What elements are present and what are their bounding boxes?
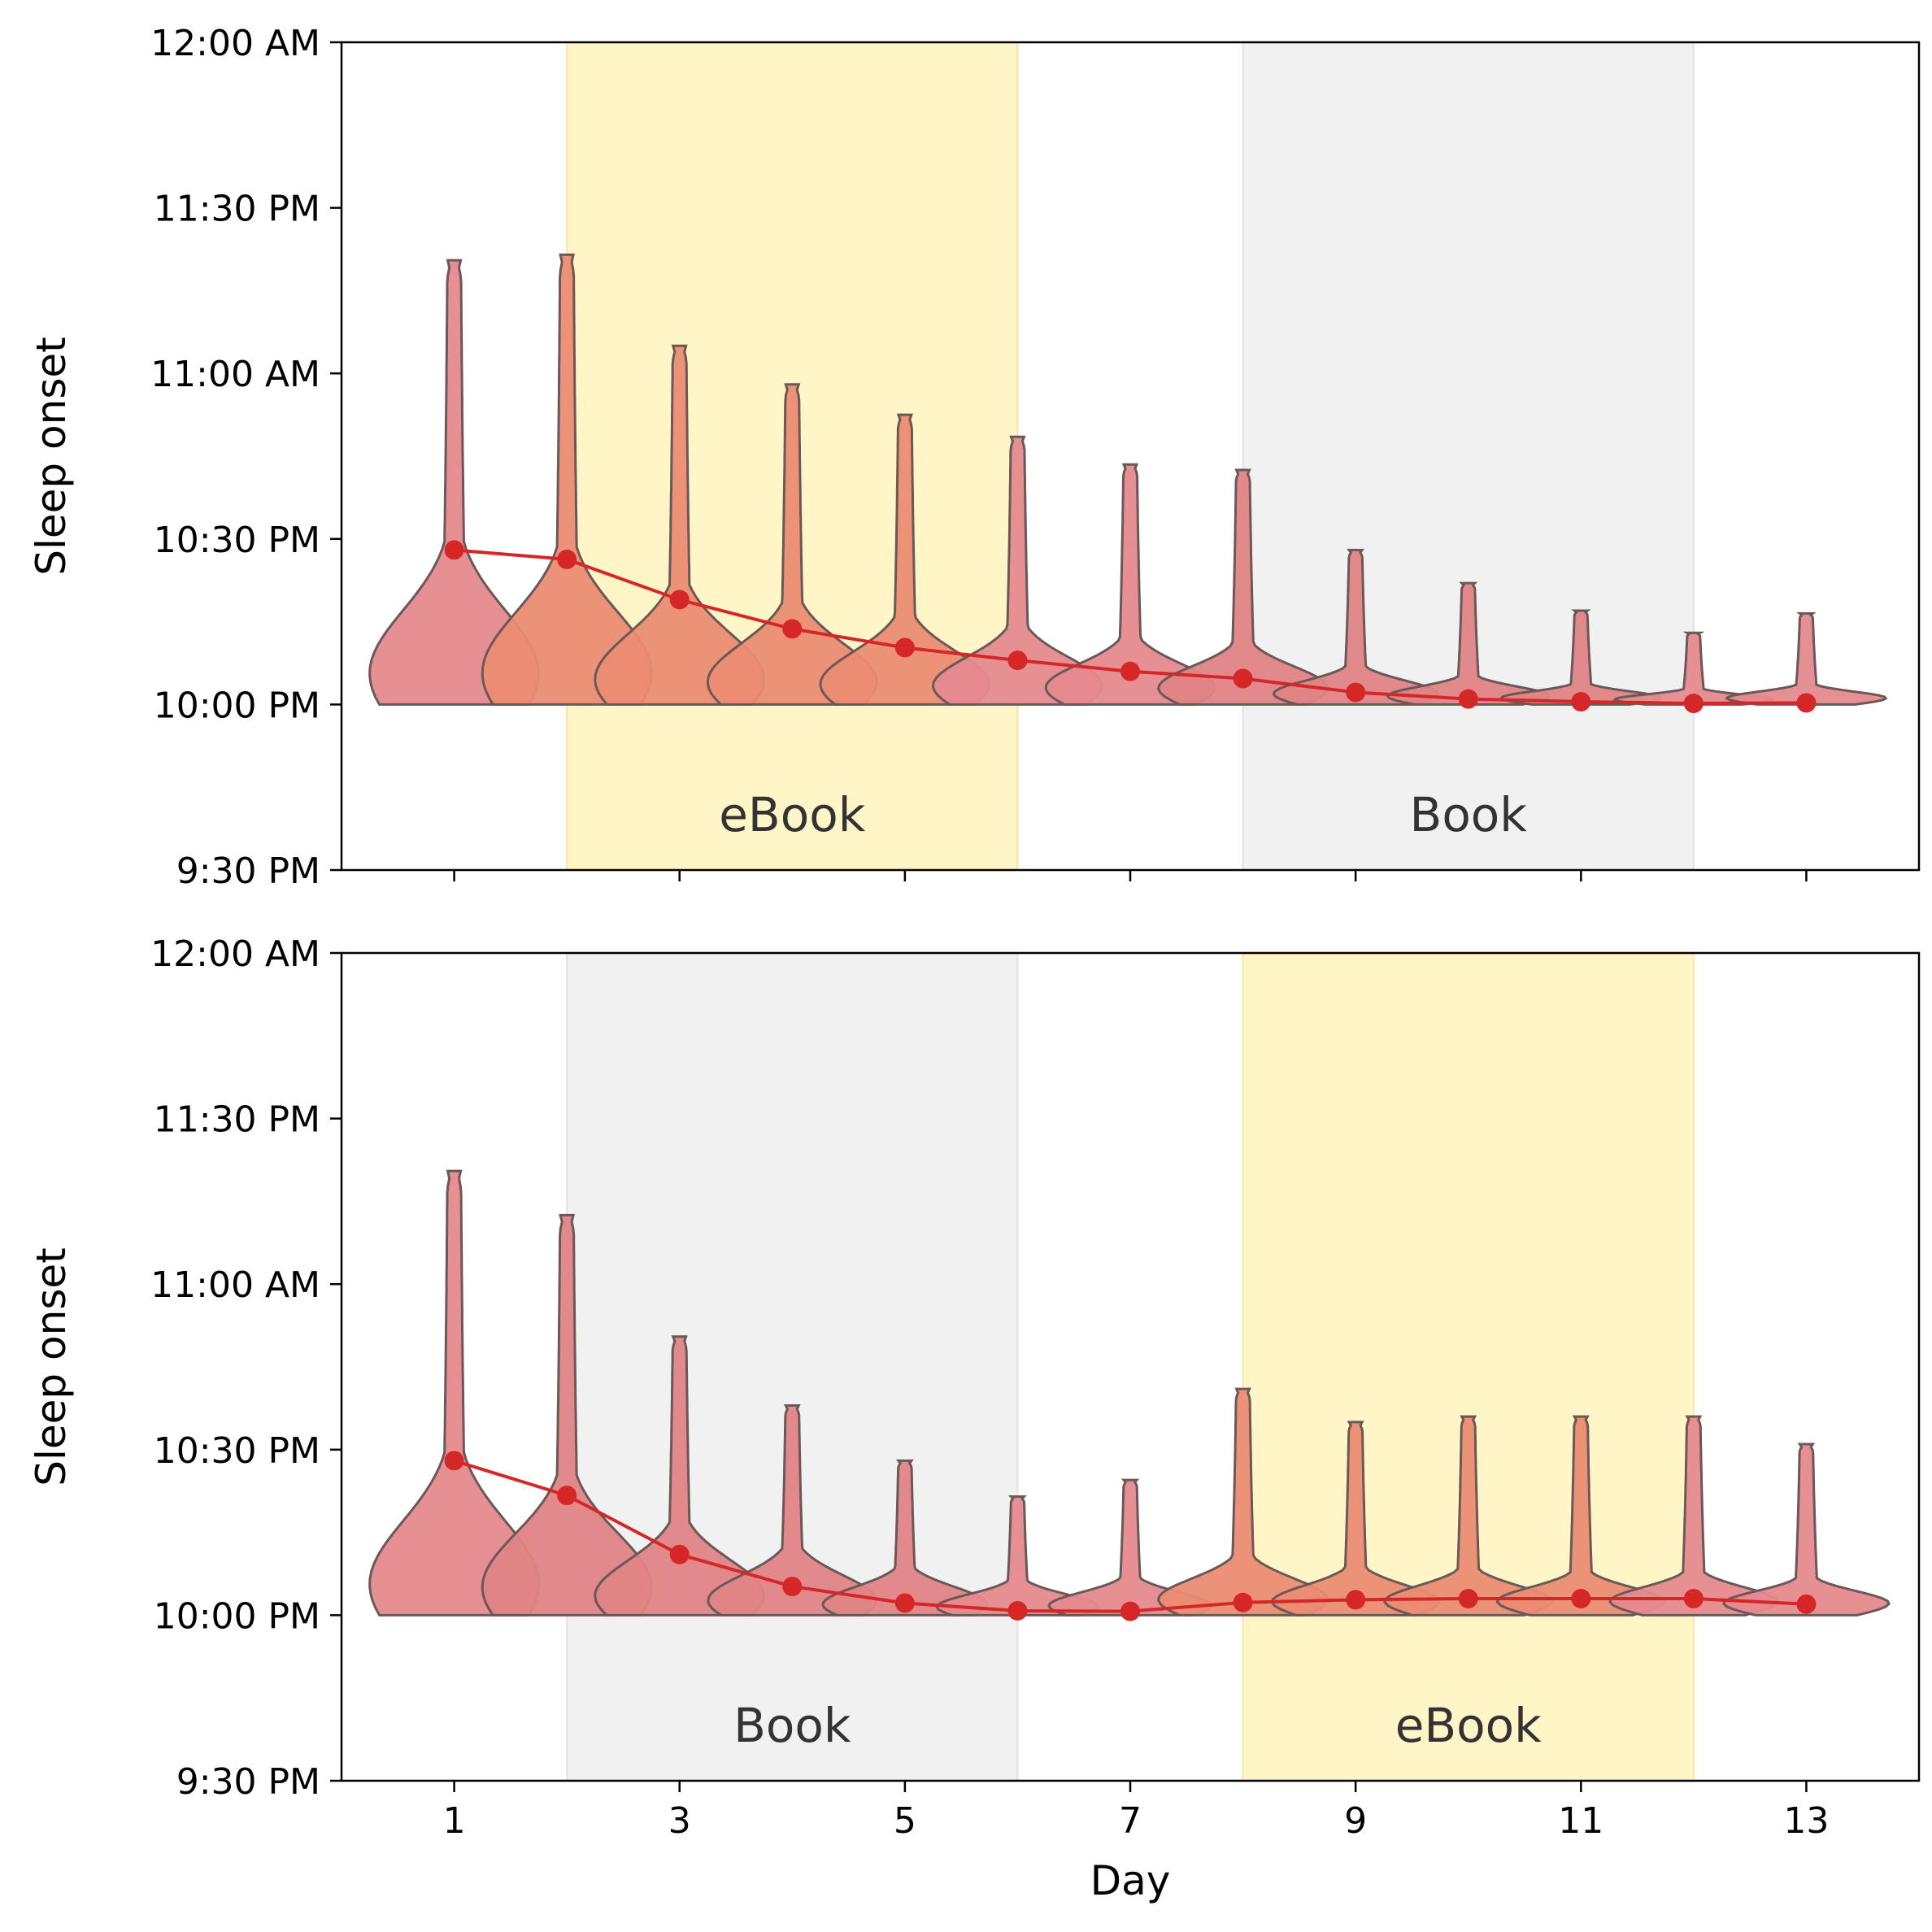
mean-point-day-5 — [894, 1593, 915, 1613]
mean-point-day-1 — [444, 540, 464, 560]
y-axis-title: Sleep onset — [28, 1247, 75, 1486]
y-tick-label: 12:00 AM — [150, 23, 320, 64]
y-tick-label: 10:30 PM — [154, 520, 320, 561]
mean-point-day-11 — [1571, 692, 1591, 712]
mean-point-day-7 — [1120, 1601, 1140, 1621]
region-book-band — [1242, 41, 1695, 871]
mean-point-day-13 — [1796, 693, 1817, 713]
mean-point-day-4 — [782, 619, 803, 639]
region-ebook-band — [1242, 952, 1695, 1782]
y-tick-label: 12:00 AM — [150, 933, 320, 975]
violin-day-8 — [1157, 468, 1329, 706]
mean-point-day-3 — [669, 1544, 690, 1564]
mean-point-day-2 — [557, 549, 577, 569]
violin-day-12 — [1608, 1415, 1779, 1617]
y-axis-title: Sleep onset — [28, 337, 75, 575]
mean-point-day-9 — [1346, 1590, 1366, 1610]
region-label-ebook: eBook — [1395, 1698, 1542, 1753]
violin-day-2 — [481, 1213, 653, 1617]
mean-point-day-4 — [782, 1577, 803, 1597]
violin-day-1 — [368, 259, 541, 706]
x-tick-label: 9 — [1344, 1800, 1367, 1842]
bottom-panel: Book eBook 9:30 PM 10:00 PM 10:30 PM 11:00 AM… — [28, 933, 1921, 1904]
x-tick-label: 11 — [1558, 1800, 1603, 1842]
violin-day-8 — [1157, 1387, 1329, 1617]
x-tick-label: 7 — [1119, 1800, 1142, 1842]
y-tick-label: 9:30 PM — [176, 1761, 320, 1803]
y-tick-label: 11:00 AM — [150, 1264, 320, 1306]
y-tick-label: 11:30 PM — [154, 189, 320, 230]
y-tick-label: 11:30 PM — [154, 1099, 320, 1141]
violin-day-7 — [1047, 1478, 1213, 1617]
violin-day-6 — [931, 435, 1103, 706]
violin-day-3 — [594, 344, 766, 706]
violin-day-11 — [1499, 609, 1663, 706]
mean-point-day-12 — [1683, 1589, 1704, 1609]
mean-point-day-11 — [1571, 1589, 1591, 1609]
violin-day-4 — [706, 383, 878, 706]
violin-day-11 — [1495, 1415, 1666, 1617]
region-label-book: Book — [733, 1698, 851, 1753]
mean-point-day-5 — [894, 637, 915, 658]
mean-point-day-10 — [1458, 689, 1478, 709]
y-tick-label: 10:00 PM — [154, 1595, 320, 1637]
mean-point-day-8 — [1233, 668, 1253, 689]
mean-point-day-3 — [669, 590, 690, 610]
mean-point-day-1 — [444, 1451, 464, 1471]
violin-day-9 — [1272, 548, 1439, 706]
violin-day-13 — [1722, 1442, 1891, 1617]
violin-day-9 — [1270, 1421, 1441, 1617]
mean-point-day-12 — [1683, 694, 1704, 714]
violin-day-10 — [1383, 1415, 1554, 1617]
violin-day-7 — [1044, 463, 1216, 706]
violin-day-12 — [1612, 631, 1775, 706]
y-tick-label: 10:30 PM — [154, 1430, 320, 1472]
mean-point-day-6 — [1007, 1600, 1028, 1621]
mean-point-day-2 — [557, 1486, 577, 1506]
mean-point-day-7 — [1120, 661, 1140, 681]
violin-day-5 — [819, 413, 991, 706]
violin-day-5 — [821, 1459, 989, 1617]
violin-day-4 — [707, 1404, 878, 1617]
x-tick-label: 1 — [443, 1800, 466, 1842]
violin-day-10 — [1386, 581, 1551, 706]
x-tick-label: 5 — [894, 1800, 916, 1842]
mean-point-day-10 — [1458, 1589, 1478, 1609]
region-label-book: Book — [1410, 787, 1528, 842]
mean-point-day-8 — [1233, 1592, 1253, 1612]
y-tick-label: 11:00 AM — [150, 354, 320, 395]
violin-day-13 — [1725, 611, 1888, 706]
violin-day-3 — [594, 1335, 766, 1617]
mean-point-day-9 — [1346, 682, 1366, 703]
x-tick-label: 13 — [1783, 1800, 1829, 1842]
region-book-band — [566, 952, 1019, 1782]
x-axis-title: Day — [1090, 1857, 1171, 1904]
x-tick-label: 3 — [668, 1800, 691, 1842]
mean-point-day-13 — [1796, 1594, 1817, 1614]
region-label-ebook: eBook — [719, 787, 865, 842]
top-panel: eBook Book 9:30 PM 10:00 PM 10:30 PM 11:00 AM… — [28, 23, 1921, 892]
violin-day-6 — [935, 1495, 1100, 1617]
y-tick-label: 9:30 PM — [176, 851, 320, 892]
y-tick-label: 10:00 PM — [154, 685, 320, 726]
mean-point-day-6 — [1007, 651, 1028, 671]
